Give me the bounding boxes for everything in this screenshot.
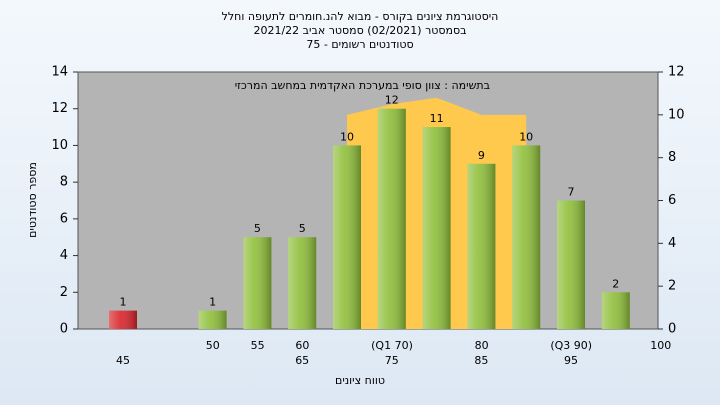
y-tick-label: 14 — [51, 65, 68, 80]
value-label: 7 — [568, 186, 575, 199]
x-tick-label: (Q3 90) — [550, 339, 592, 352]
y-tick-label: 4 — [60, 248, 68, 263]
subtitle: סטודנטים רשומים - 75 — [306, 38, 413, 51]
value-label: 1 — [209, 296, 216, 309]
y2-tick-label: 8 — [668, 150, 676, 165]
x-tick-label: 65 — [295, 354, 309, 367]
value-label: 10 — [340, 130, 354, 143]
bar-shade — [377, 108, 406, 329]
y-tick-label: 0 — [60, 322, 68, 337]
x-tick-label: 75 — [385, 354, 399, 367]
x-tick-label: 80 — [475, 339, 489, 352]
bar-shade — [512, 145, 541, 329]
x-tick-label: 55 — [251, 339, 265, 352]
bar-shade — [601, 292, 630, 329]
bar-shade — [467, 163, 496, 329]
y2-tick-label: 12 — [668, 65, 685, 80]
bar-shade — [422, 127, 451, 329]
bar-shade — [288, 237, 317, 329]
bar-shade — [198, 310, 227, 329]
value-label: 2 — [612, 277, 619, 290]
bar-shade — [243, 237, 272, 329]
x-tick-label: 45 — [116, 354, 130, 367]
value-label: 5 — [299, 222, 306, 235]
annotation: בתשימה : צוון סופי במערכת האקדמית במחשב … — [235, 79, 490, 92]
value-label: 9 — [478, 149, 485, 162]
y2-tick-label: 2 — [668, 279, 676, 294]
y-tick-label: 8 — [60, 175, 68, 190]
x-tick-label: 95 — [564, 354, 578, 367]
bar-shade — [333, 145, 361, 329]
subtitle: בסמסטר (02/2021) סמסטר אביב 2021/22 — [253, 24, 466, 37]
x-axis-label: טווח ציונים — [335, 374, 385, 387]
value-label: 11 — [430, 112, 444, 125]
y-axis-label: מספר סטודנטים — [26, 162, 39, 238]
x-tick-label: (Q1 70) — [371, 339, 413, 352]
y-tick-label: 6 — [60, 211, 68, 226]
value-label: 1 — [120, 296, 127, 309]
y2-tick-label: 0 — [668, 322, 676, 337]
y-tick-label: 10 — [51, 138, 68, 153]
y2-tick-label: 4 — [668, 236, 676, 251]
y2-tick-label: 6 — [668, 193, 676, 208]
y-tick-label: 12 — [51, 101, 68, 116]
value-label: 5 — [254, 222, 261, 235]
chart-title: היסטוגרמת ציונים בקורס - מבוא להנ.חומרים… — [222, 10, 499, 23]
value-label: 12 — [385, 94, 399, 107]
bar-shade — [557, 200, 585, 329]
x-tick-label: 50 — [206, 339, 220, 352]
bar-shade — [109, 310, 137, 329]
x-tick-label: 85 — [474, 354, 488, 367]
x-tick-label: 60 — [295, 339, 309, 352]
y-tick-label: 2 — [60, 285, 68, 300]
x-tick-label: 100 — [650, 339, 671, 352]
value-label: 10 — [519, 130, 533, 143]
y2-tick-label: 10 — [668, 107, 685, 122]
